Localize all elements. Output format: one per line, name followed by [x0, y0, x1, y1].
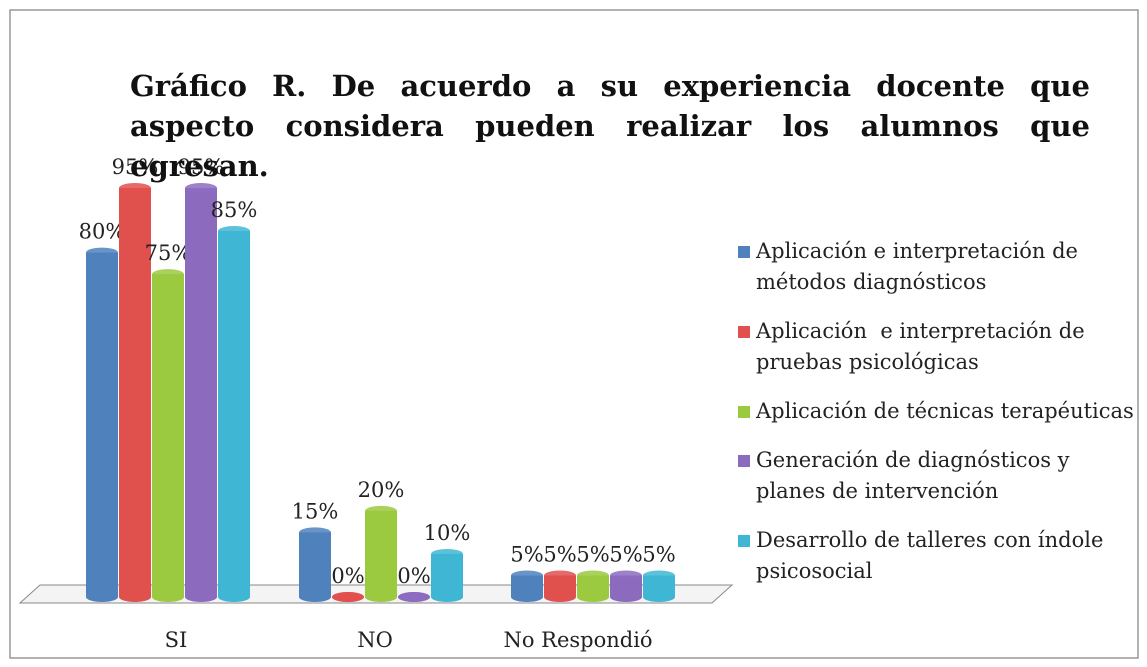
bar: [299, 527, 331, 602]
data-label: 5%: [609, 542, 642, 566]
bar-top: [398, 592, 430, 602]
bar-top: [577, 570, 609, 581]
bar-top: [643, 570, 675, 581]
data-label: 5%: [510, 542, 543, 566]
bar-bottom: [365, 592, 397, 602]
bar: [119, 183, 151, 602]
bar-top: [544, 570, 576, 581]
data-label: 95%: [178, 155, 225, 179]
bar-body: [511, 575, 543, 597]
bar-bottom: [299, 592, 331, 602]
plot: SI 80% 95% 75% 95% 85% NO 15% 0% 20% 0% 10% No Respo…: [79, 155, 676, 652]
data-label: 95%: [112, 155, 159, 179]
legend-swatch: [738, 455, 750, 467]
legend-label: Aplicación e interpretación de métodos d…: [756, 239, 1085, 294]
bar-bottom: [577, 592, 609, 602]
x-tick-label: NO: [357, 628, 393, 652]
bar: [86, 247, 118, 602]
legend-item: Generación de diagnósticos y planes de i…: [738, 445, 1138, 507]
legend-label: Generación de diagnósticos y planes de i…: [756, 448, 1077, 503]
bar-body: [218, 231, 250, 598]
bar-bottom: [86, 592, 118, 602]
bar-top: [185, 183, 217, 193]
bar: [332, 592, 364, 602]
bar-body: [577, 575, 609, 597]
bar: [511, 570, 543, 602]
bar-body: [299, 532, 331, 597]
legend-item: Aplicación de técnicas terapéuticas: [738, 396, 1138, 427]
bar: [185, 183, 217, 602]
legend-swatch: [738, 246, 750, 258]
data-label: 20%: [358, 478, 405, 502]
bar-body: [86, 252, 118, 597]
bar-bottom: [152, 592, 184, 602]
bar-bottom: [511, 592, 543, 602]
bar-top: [299, 527, 331, 538]
bar-top: [152, 269, 184, 280]
bar: [365, 505, 397, 602]
data-label: 15%: [292, 499, 339, 523]
bar-body: [152, 274, 184, 597]
legend-swatch: [738, 406, 750, 418]
x-tick-label: No Respondió: [503, 628, 652, 652]
bar-body: [365, 510, 397, 597]
data-label: 80%: [79, 220, 126, 244]
bar-top: [431, 548, 463, 559]
bar: [218, 226, 250, 602]
bar-bottom: [185, 592, 217, 602]
bar-top: [365, 505, 397, 516]
bar: [152, 269, 184, 602]
bar: [431, 548, 463, 602]
bar: [544, 570, 576, 602]
bar-bottom: [544, 592, 576, 602]
data-label: 10%: [424, 521, 471, 545]
x-tick-label: SI: [165, 628, 188, 652]
legend-swatch: [738, 535, 750, 547]
legend-item: Desarrollo de talleres con índole psicos…: [738, 525, 1138, 587]
legend-label: Aplicación de técnicas terapéuticas: [756, 399, 1134, 423]
legend-item: Aplicación e interpretación de métodos d…: [738, 236, 1138, 298]
legend-item: Aplicación e interpretación de pruebas p…: [738, 316, 1138, 378]
data-label: 5%: [543, 542, 576, 566]
bar-bottom: [643, 592, 675, 602]
legend-label: Aplicación e interpretación de pruebas p…: [756, 319, 1092, 374]
bar: [577, 570, 609, 602]
bar-top: [86, 247, 118, 258]
bar-bottom: [218, 592, 250, 602]
bar-body: [185, 188, 217, 597]
legend-swatch: [738, 326, 750, 338]
data-label: 0%: [331, 564, 364, 588]
bar-top: [119, 183, 151, 193]
data-label: 5%: [642, 542, 675, 566]
bar-body: [431, 553, 463, 597]
data-label: 75%: [145, 241, 192, 265]
bar-bottom: [119, 592, 151, 602]
data-label: 85%: [211, 198, 258, 222]
frame: [9, 9, 1139, 659]
bar-body: [119, 188, 151, 597]
legend-label: Desarrollo de talleres con índole psicos…: [756, 528, 1111, 583]
bar: [610, 570, 642, 602]
data-label: 5%: [576, 542, 609, 566]
bar-bottom: [610, 592, 642, 602]
bar-top: [610, 570, 642, 581]
bar-body: [544, 575, 576, 597]
bar-body: [643, 575, 675, 597]
bar-top: [218, 226, 250, 237]
bar: [643, 570, 675, 602]
data-label: 0%: [397, 564, 430, 588]
bar-body: [610, 575, 642, 597]
bar: [398, 592, 430, 602]
bar-top: [511, 570, 543, 581]
bar-bottom: [431, 592, 463, 602]
legend: Aplicación e interpretación de métodos d…: [738, 236, 1138, 605]
chart-title: Gráfico R. De acuerdo a su experiencia d…: [130, 69, 1090, 183]
bar-top: [332, 592, 364, 602]
